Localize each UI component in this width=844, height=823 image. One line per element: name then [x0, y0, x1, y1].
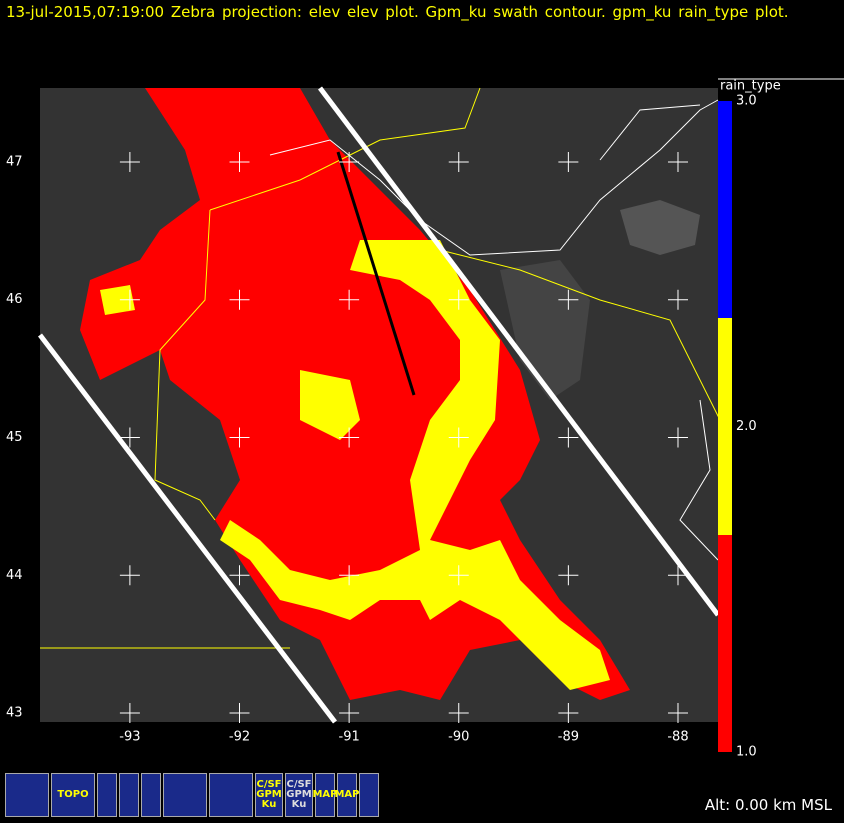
icon[interactable]	[119, 773, 139, 817]
grid-cross	[448, 289, 469, 310]
swath-edge	[38, 333, 337, 724]
plot-title: 13-jul-2015,07:19:00 Zebra projection: e…	[6, 3, 789, 21]
map-icon[interactable]: MAP	[334, 773, 360, 817]
grid-cross	[229, 427, 250, 448]
grid-cross	[119, 427, 140, 448]
icon[interactable]	[97, 773, 117, 817]
grid-cross	[558, 289, 579, 310]
grid-cross	[448, 565, 469, 586]
grid-cross	[558, 565, 579, 586]
lon-tick-label: -92	[229, 730, 250, 745]
grid-cross	[229, 565, 250, 586]
icon[interactable]	[209, 773, 253, 817]
rain-convective	[100, 285, 135, 315]
colorbar-title: rain_type	[720, 79, 781, 94]
lat-tick-label: 44	[6, 568, 23, 583]
colorbar-segment	[718, 101, 732, 318]
grid-cross	[558, 427, 579, 448]
state-borders	[40, 87, 721, 649]
icon[interactable]	[163, 773, 207, 817]
grid-cross	[448, 151, 469, 172]
lon-tick-label: -88	[667, 730, 688, 745]
grid-cross	[558, 151, 579, 172]
swath-edge	[318, 86, 720, 617]
gray-echo	[620, 200, 700, 255]
grid-cross	[667, 427, 688, 448]
grid-cross	[667, 565, 688, 586]
lat-tick-label: 45	[6, 430, 23, 445]
lon-tick-label: -90	[448, 730, 469, 745]
grid-cross	[229, 289, 250, 310]
grid-cross	[339, 289, 360, 310]
lon-tick-label: -93	[119, 730, 140, 745]
lat-tick-label: 43	[6, 706, 23, 721]
grid-cross	[667, 151, 688, 172]
colorbar-segment	[718, 535, 732, 752]
cross-section-line	[336, 151, 416, 396]
csf-gpm-icon[interactable]: C/SF GPM Ku	[255, 773, 283, 817]
grid-cross	[119, 703, 140, 724]
grid-cross	[667, 703, 688, 724]
rain-convective	[220, 240, 610, 690]
lon-tick-label: -91	[339, 730, 360, 745]
gray-echo	[500, 260, 590, 400]
grid-cross	[229, 703, 250, 724]
grid-cross	[448, 703, 469, 724]
grid-cross	[119, 151, 140, 172]
grid-cross	[339, 703, 360, 724]
grid-cross	[339, 427, 360, 448]
colorbar-tick-label: 2.0	[736, 419, 757, 434]
lat-tick-label: 47	[6, 154, 23, 169]
colorbar-tick-label: 1.0	[736, 745, 757, 760]
icon[interactable]	[359, 773, 379, 817]
grid-cross	[339, 565, 360, 586]
zebra-icon[interactable]	[5, 773, 49, 817]
lat-tick-label: 46	[6, 292, 23, 307]
grid-cross	[558, 703, 579, 724]
coastlines	[269, 99, 719, 561]
rain-convective	[300, 370, 360, 440]
lon-tick-label: -89	[558, 730, 579, 745]
grid-cross	[667, 289, 688, 310]
topo-icon[interactable]: TOPO	[51, 773, 95, 817]
grid-cross	[229, 151, 250, 172]
altitude-status: Alt: 0.00 km MSL	[704, 796, 832, 814]
grid-cross	[119, 565, 140, 586]
colorbar-tick-label: 3.0	[736, 94, 757, 109]
colorbar-segment	[718, 318, 732, 535]
icon[interactable]	[141, 773, 161, 817]
map-icon[interactable]: MAP	[312, 773, 338, 817]
grid-cross	[119, 289, 140, 310]
toolbar: TOPO C/SF GPM Ku C/SF GPM Ku MAP MAP	[5, 773, 379, 817]
grid-cross	[339, 151, 360, 172]
map-display: rain_type -93 -92 -91 -90 -89 -88 43 44 45 46 47 3.…	[6, 78, 844, 760]
csf-gpm-icon[interactable]: C/SF GPM Ku	[285, 773, 313, 817]
grid-cross	[448, 427, 469, 448]
